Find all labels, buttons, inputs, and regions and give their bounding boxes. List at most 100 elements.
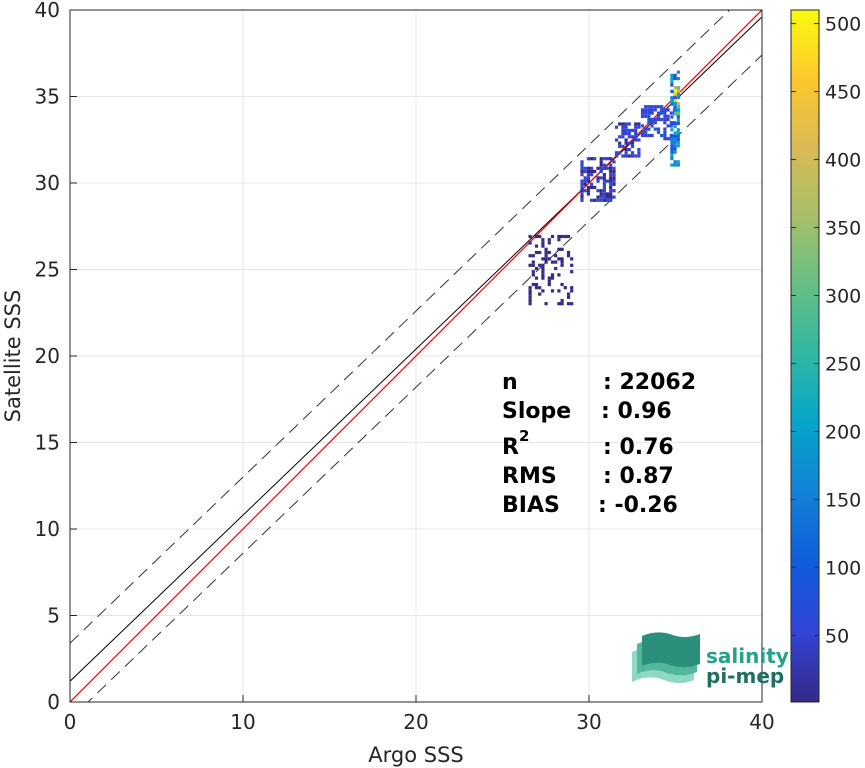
density-cell bbox=[673, 131, 677, 135]
density-cell bbox=[596, 166, 600, 170]
density-cell bbox=[531, 273, 535, 277]
density-cell bbox=[669, 124, 673, 128]
density-cell bbox=[590, 157, 594, 161]
density-cell bbox=[528, 295, 532, 299]
density-cell bbox=[602, 173, 606, 177]
density-cell bbox=[583, 166, 587, 170]
density-cell bbox=[531, 254, 535, 258]
density-cell bbox=[554, 266, 558, 271]
density-cell bbox=[630, 128, 635, 132]
density-cell bbox=[627, 122, 631, 126]
density-cell bbox=[583, 176, 587, 180]
density-cell bbox=[637, 122, 641, 126]
density-cell bbox=[609, 179, 613, 183]
density-cell bbox=[557, 257, 561, 261]
density-cell bbox=[612, 176, 616, 180]
density-cell bbox=[673, 160, 677, 164]
density-cell bbox=[560, 247, 564, 251]
density-cell bbox=[621, 132, 625, 136]
y-tick-label: 5 bbox=[47, 604, 60, 628]
density-cell bbox=[580, 166, 584, 170]
density-cell bbox=[673, 144, 677, 148]
density-cell bbox=[534, 250, 539, 255]
density-cell bbox=[547, 250, 551, 255]
density-cell bbox=[618, 141, 622, 145]
density-cell bbox=[606, 198, 610, 202]
density-cell bbox=[670, 83, 674, 87]
density-cell bbox=[547, 279, 551, 283]
density-cell bbox=[656, 114, 661, 118]
density-cell bbox=[599, 192, 603, 196]
density-cell bbox=[586, 189, 590, 193]
density-cell bbox=[673, 96, 677, 100]
density-cell bbox=[547, 257, 551, 261]
density-cell bbox=[583, 179, 587, 183]
stat-value-rms: : 0.87 bbox=[603, 464, 674, 489]
density-cell bbox=[673, 125, 677, 129]
density-cell bbox=[538, 234, 542, 239]
density-cell bbox=[660, 133, 664, 138]
density-cell bbox=[606, 195, 610, 199]
density-cell bbox=[541, 238, 545, 242]
colorbar-tick-label: 150 bbox=[825, 489, 861, 511]
density-cell bbox=[570, 302, 574, 306]
density-cell bbox=[677, 102, 681, 106]
density-cell bbox=[609, 157, 613, 161]
stat-label-r2-sup: 2 bbox=[519, 427, 529, 445]
density-cell bbox=[609, 182, 613, 186]
density-cell bbox=[541, 241, 545, 245]
density-cell bbox=[528, 302, 532, 306]
density-cell bbox=[547, 241, 551, 245]
density-cell bbox=[644, 114, 648, 118]
stat-label-n: n bbox=[502, 370, 518, 395]
density-cell bbox=[590, 173, 594, 177]
density-cell bbox=[596, 198, 600, 202]
density-cell bbox=[637, 154, 641, 158]
density-cell bbox=[550, 273, 555, 277]
density-cell bbox=[602, 189, 606, 193]
density-cell bbox=[673, 150, 677, 154]
density-cell bbox=[647, 114, 651, 118]
density-cell bbox=[644, 130, 648, 134]
density-cell bbox=[538, 292, 542, 296]
density-cell bbox=[566, 234, 571, 239]
density-cell bbox=[673, 92, 677, 96]
density-cell bbox=[614, 154, 619, 158]
stats-box: n : 22062 Slope : 0.96 R 2 : 0.76 RMS : … bbox=[502, 370, 696, 518]
density-cell bbox=[630, 135, 635, 139]
density-cell bbox=[566, 302, 571, 306]
density-cell bbox=[590, 198, 594, 202]
density-cell bbox=[528, 263, 532, 267]
density-cell bbox=[640, 124, 645, 128]
colorbar-tick-label: 500 bbox=[825, 14, 861, 36]
y-tick-label: 35 bbox=[35, 85, 60, 109]
density-cell bbox=[612, 173, 616, 177]
density-cell bbox=[602, 166, 606, 170]
density-cell bbox=[570, 263, 574, 267]
stat-label-rms: RMS bbox=[502, 464, 557, 489]
density-cell bbox=[666, 124, 670, 128]
density-cell bbox=[656, 111, 661, 115]
density-cell bbox=[624, 151, 628, 155]
density-cell bbox=[534, 266, 539, 271]
density-cell bbox=[670, 80, 674, 84]
density-cell bbox=[627, 128, 631, 132]
x-tick-label: 0 bbox=[64, 710, 77, 734]
density-cell bbox=[673, 141, 677, 145]
density-cell bbox=[531, 263, 535, 267]
density-cell bbox=[634, 125, 638, 129]
density-cell bbox=[560, 298, 564, 303]
density-cell bbox=[541, 289, 545, 293]
y-tick-label: 20 bbox=[35, 344, 60, 368]
density-cell bbox=[670, 150, 674, 154]
density-cell bbox=[570, 286, 574, 290]
density-cell bbox=[541, 270, 545, 274]
density-cell bbox=[570, 257, 574, 261]
density-cell bbox=[541, 266, 545, 271]
density-cell bbox=[557, 238, 561, 242]
density-cell bbox=[673, 73, 677, 77]
density-cell bbox=[547, 276, 551, 280]
density-cell bbox=[673, 102, 677, 106]
density-cell bbox=[590, 166, 594, 170]
